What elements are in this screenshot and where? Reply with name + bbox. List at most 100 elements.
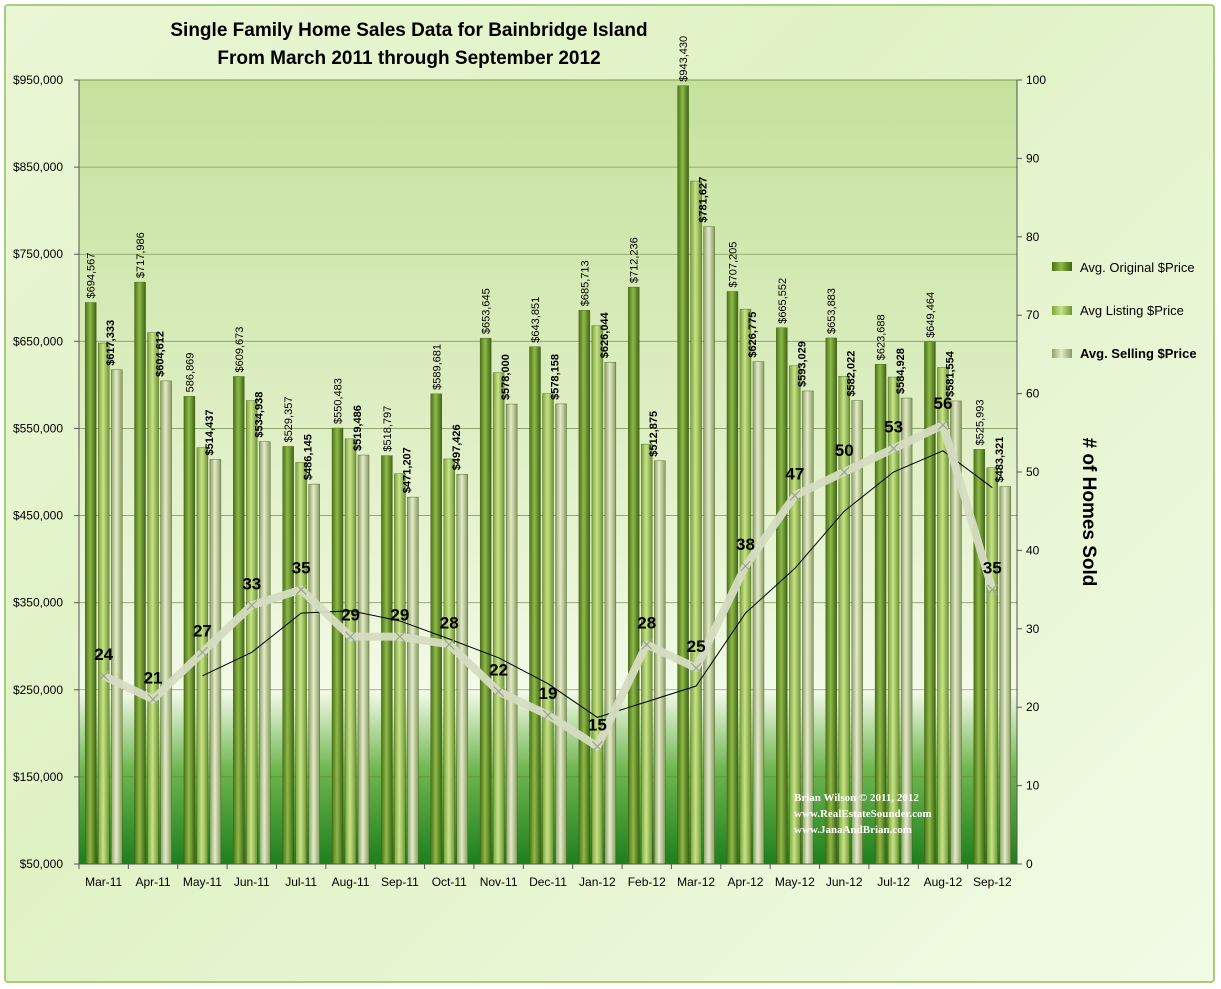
data-label-original: $694,567: [86, 253, 98, 299]
homes-sold-marker: [986, 584, 998, 596]
legend-swatch-selling: [1052, 349, 1072, 358]
x-tick-label: Mar-11: [85, 875, 122, 889]
data-label-selling: $604,612: [155, 331, 167, 377]
y2-tick-label: 0: [1026, 857, 1033, 871]
legend-label-original: Avg. Original $Price: [1080, 260, 1195, 275]
y2-tick-label: 90: [1026, 151, 1040, 165]
bar-listing-price: [246, 400, 258, 865]
x-tick-label: May-12: [775, 875, 815, 889]
bar-listing-price: [394, 473, 406, 865]
homes-sold-marker: [394, 631, 406, 643]
homes-sold-label: 50: [835, 441, 854, 460]
data-label-selling: $578,000: [500, 354, 512, 400]
y-tick-label: $850,000: [13, 160, 63, 174]
bar-selling-price: [999, 486, 1012, 865]
bar-listing-price: [97, 342, 110, 865]
bar-original-price: [282, 446, 294, 865]
y2-tick-label: 60: [1026, 387, 1040, 401]
bar-selling-price: [604, 362, 617, 865]
x-tick-label: Jul-12: [877, 875, 910, 889]
homes-sold-label: 33: [242, 574, 261, 593]
x-tick-label: Jun-11: [234, 875, 270, 889]
x-tick-label: Apr-12: [727, 875, 763, 889]
homes-sold-marker: [690, 662, 702, 674]
data-label-original: $589,681: [431, 344, 443, 390]
chart-title: Single Family Home Sales Data for Bainbr…: [170, 20, 647, 41]
homes-sold-label: 24: [94, 645, 113, 664]
x-tick-label: Oct-11: [432, 875, 467, 889]
y-tick-label: $250,000: [13, 683, 63, 697]
homes-sold-marker: [345, 631, 356, 643]
x-tick-label: Mar-12: [677, 875, 715, 889]
bar-selling-price: [308, 483, 320, 865]
homes-sold-marker: [838, 466, 850, 478]
bar-listing-price: [295, 462, 307, 865]
x-tick-label: Aug-12: [924, 875, 963, 889]
data-label-original: $550,483: [333, 378, 345, 424]
bar-original-price: [134, 281, 146, 865]
data-label-original: 586,869: [184, 353, 196, 393]
x-tick-label: Jun-12: [826, 875, 863, 889]
bar-selling-price: [456, 474, 468, 865]
y2-tick-label: 40: [1026, 543, 1040, 557]
bar-listing-price: [739, 308, 752, 865]
bar-selling-price: [654, 460, 666, 865]
axis-group: $50,000 $150,000 $250,000 $350,000 $450,000 $…: [13, 73, 1046, 889]
data-label-original: $712,236: [629, 237, 641, 283]
bar-original-price: [628, 286, 640, 865]
homes-sold-label: 35: [292, 559, 311, 578]
y2-axis-label: # of Homes Sold: [1078, 438, 1099, 587]
data-label-original: $518,797: [382, 406, 394, 452]
homes-sold-label: 53: [884, 417, 903, 436]
data-label-original: $707,205: [727, 242, 739, 288]
bar-listing-price: [591, 325, 604, 865]
bar-selling-price: [703, 226, 715, 865]
x-tick-label: Sep-12: [973, 875, 1012, 889]
data-label-original: $653,645: [481, 288, 493, 334]
x-tick-label: Sep-11: [381, 875, 419, 889]
bar-selling-price: [160, 380, 172, 865]
homes-sold-marker: [196, 646, 208, 658]
bar-listing-price: [443, 458, 455, 865]
credit-line-2: www.RealEstateSounder.com: [794, 808, 932, 820]
homes-sold-marker: [740, 560, 751, 572]
data-label-original: $685,713: [579, 260, 591, 306]
data-label-original: $943,430: [678, 36, 690, 82]
bar-selling-price: [209, 459, 222, 865]
data-label-selling: $626,775: [747, 312, 759, 358]
bar-listing-price: [147, 332, 159, 865]
x-tick-label: May-11: [183, 875, 222, 889]
data-label-original: $717,986: [135, 232, 147, 278]
bar-selling-price: [555, 403, 567, 865]
data-label-original: $529,357: [283, 397, 295, 443]
homes-sold-marker: [937, 419, 949, 431]
bar-selling-price: [357, 454, 370, 865]
x-tick-label: Apr-11: [135, 875, 170, 889]
homes-sold-marker: [591, 740, 603, 752]
y2-tick-label: 50: [1026, 465, 1040, 479]
bar-original-price: [677, 85, 689, 865]
y-tick-label: $50,000: [20, 857, 64, 871]
bar-listing-price: [344, 438, 357, 865]
x-tick-label: Dec-11: [529, 875, 567, 889]
x-tick-label: Nov-11: [480, 875, 518, 889]
bar-selling-price: [407, 496, 419, 865]
data-label-selling: $617,333: [105, 320, 117, 366]
y2-tick-label: 10: [1026, 779, 1040, 793]
data-label-original: $623,688: [876, 314, 888, 360]
homes-sold-marker: [443, 639, 455, 650]
y-tick-label: $750,000: [13, 247, 63, 261]
homes-sold-label: 28: [440, 613, 459, 632]
bar-original-price: [331, 427, 344, 865]
bar-original-price: [874, 364, 887, 865]
homes-sold-marker: [542, 709, 554, 721]
x-tick-label: Jan-12: [579, 875, 616, 889]
homes-sold-label: 29: [390, 606, 409, 625]
credit-line-1: Brian Wilson © 2011, 2012: [794, 792, 919, 804]
homes-sold-label: 25: [687, 637, 706, 656]
homes-sold-marker: [888, 443, 900, 454]
homes-sold-label: 47: [785, 465, 804, 484]
bar-listing-price: [789, 365, 801, 865]
data-label-selling: $512,875: [648, 411, 660, 457]
